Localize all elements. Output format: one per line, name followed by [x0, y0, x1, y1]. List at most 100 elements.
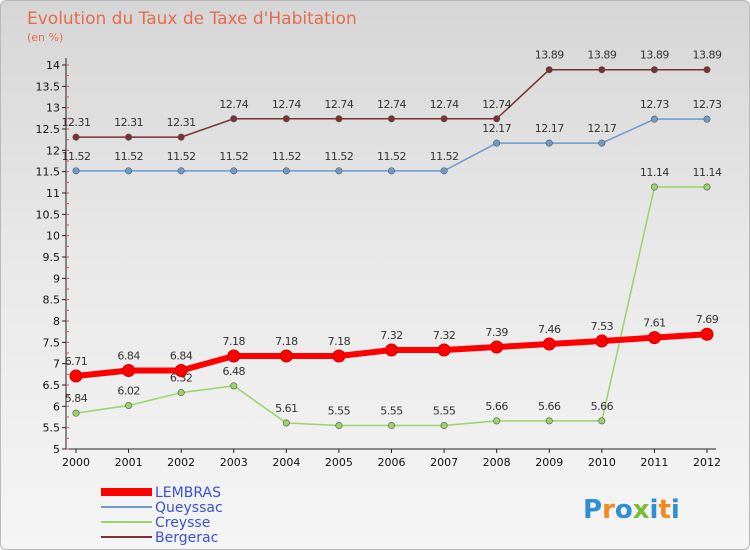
- data-label: 5.55: [433, 405, 456, 418]
- data-point: [279, 349, 293, 363]
- y-tick-label: 9: [53, 272, 60, 285]
- x-tick-label: 2009: [535, 456, 563, 469]
- data-point: [700, 327, 714, 341]
- data-point: [703, 183, 711, 191]
- data-point: [72, 409, 80, 417]
- legend-item-bergerac: Bergerac: [101, 530, 218, 546]
- data-point: [387, 115, 395, 123]
- series-lembras: 6.71 6.84 6.84 7.18 7.18 7.18 7.32 7.32 7.39 7.46…: [65, 313, 719, 383]
- data-label: 7.32: [433, 329, 456, 342]
- data-label: 12.17: [535, 122, 564, 135]
- x-tick-label: 2012: [693, 456, 721, 469]
- y-axis-unit: (en %): [27, 31, 63, 44]
- x-tick-label: 2008: [483, 456, 511, 469]
- data-label: 12.74: [430, 98, 459, 111]
- data-label: 11.52: [114, 150, 143, 163]
- data-label: 11.52: [167, 150, 196, 163]
- y-tick-label: 11.5: [36, 166, 61, 179]
- data-label: 12.31: [114, 116, 143, 129]
- data-label: 12.74: [377, 98, 406, 111]
- data-label: 12.74: [219, 98, 248, 111]
- data-point: [387, 422, 395, 430]
- data-point: [72, 167, 80, 175]
- data-label: 5.66: [591, 400, 614, 413]
- data-point: [230, 167, 238, 175]
- legend-item-creysse: Creysse: [101, 515, 210, 531]
- series-bergerac: 12.31 12.31 12.31 12.74 12.74 12.74 12.74 12.74…: [62, 49, 722, 141]
- data-point: [177, 167, 185, 175]
- data-label: 11.14: [640, 166, 669, 179]
- data-label: 13.89: [693, 49, 722, 62]
- x-tick-label: 2005: [325, 456, 353, 469]
- data-label: 12.73: [640, 98, 669, 111]
- data-label: 7.46: [538, 323, 561, 336]
- data-point: [174, 363, 188, 377]
- data-point: [650, 66, 658, 74]
- data-point: [545, 417, 553, 425]
- data-point: [542, 337, 556, 351]
- data-point: [437, 343, 451, 357]
- data-label: 5.66: [485, 400, 508, 413]
- y-tick-label: 13.5: [36, 80, 61, 93]
- y-tick-label: 7: [53, 358, 60, 371]
- x-tick-label: 2000: [62, 456, 90, 469]
- data-point: [177, 389, 185, 397]
- data-point: [490, 340, 504, 354]
- x-tick-label: 2007: [430, 456, 458, 469]
- proxiti-logo: Proxiti: [583, 495, 680, 525]
- data-label: 7.61: [643, 317, 666, 330]
- data-point: [335, 115, 343, 123]
- data-point: [440, 167, 448, 175]
- data-label: 11.14: [693, 166, 722, 179]
- data-point: [493, 115, 501, 123]
- data-point: [125, 167, 133, 175]
- data-point: [385, 343, 398, 357]
- data-point: [598, 417, 606, 425]
- x-tick-label: 2001: [115, 456, 143, 469]
- y-tick-label: 8: [53, 315, 60, 328]
- legend-label: Creysse: [155, 515, 210, 531]
- data-label: 13.89: [640, 49, 669, 62]
- data-label: 5.84: [65, 392, 88, 405]
- data-label: 7.32: [380, 329, 403, 342]
- data-label: 6.84: [117, 349, 140, 362]
- data-label: 12.31: [62, 116, 91, 129]
- data-label: 12.17: [482, 122, 511, 135]
- data-point: [282, 115, 290, 123]
- y-tick-label: 14: [46, 59, 60, 72]
- data-label: 5.55: [380, 405, 403, 418]
- data-label: 5.55: [328, 405, 351, 418]
- series-line: [75, 186, 707, 427]
- data-point: [387, 167, 395, 175]
- data-label: 13.89: [587, 49, 616, 62]
- y-tick-label: 6.5: [43, 379, 61, 392]
- y-tick-label: 10: [46, 230, 60, 243]
- y-tick-label: 12: [46, 144, 60, 157]
- data-label: 12.74: [272, 98, 301, 111]
- x-tick-label: 2004: [272, 456, 300, 469]
- data-point: [545, 66, 553, 74]
- x-tick-label: 2002: [167, 456, 195, 469]
- data-point: [230, 115, 238, 123]
- data-label: 7.69: [696, 313, 719, 326]
- data-label: 12.31: [167, 116, 196, 129]
- data-point: [493, 139, 501, 147]
- chart-title: Evolution du Taux de Taxe d'Habitation: [27, 9, 357, 29]
- legend-label: LEMBRAS: [155, 485, 221, 501]
- y-tick-label: 11: [46, 187, 60, 200]
- x-tick-label: 2011: [640, 456, 668, 469]
- data-label: 11.52: [377, 150, 406, 163]
- data-point: [282, 419, 290, 427]
- series-queyssac: 11.52 11.52 11.52 11.52 11.52 11.52 11.52 11.52…: [62, 98, 722, 175]
- data-label: 6.02: [117, 384, 140, 397]
- data-label: 7.18: [328, 335, 351, 348]
- data-label: 7.39: [485, 326, 508, 339]
- data-label: 7.18: [223, 335, 246, 348]
- data-point: [335, 167, 343, 175]
- data-point: [598, 66, 606, 74]
- data-point: [69, 369, 83, 383]
- data-point: [332, 349, 346, 363]
- data-point: [282, 167, 290, 175]
